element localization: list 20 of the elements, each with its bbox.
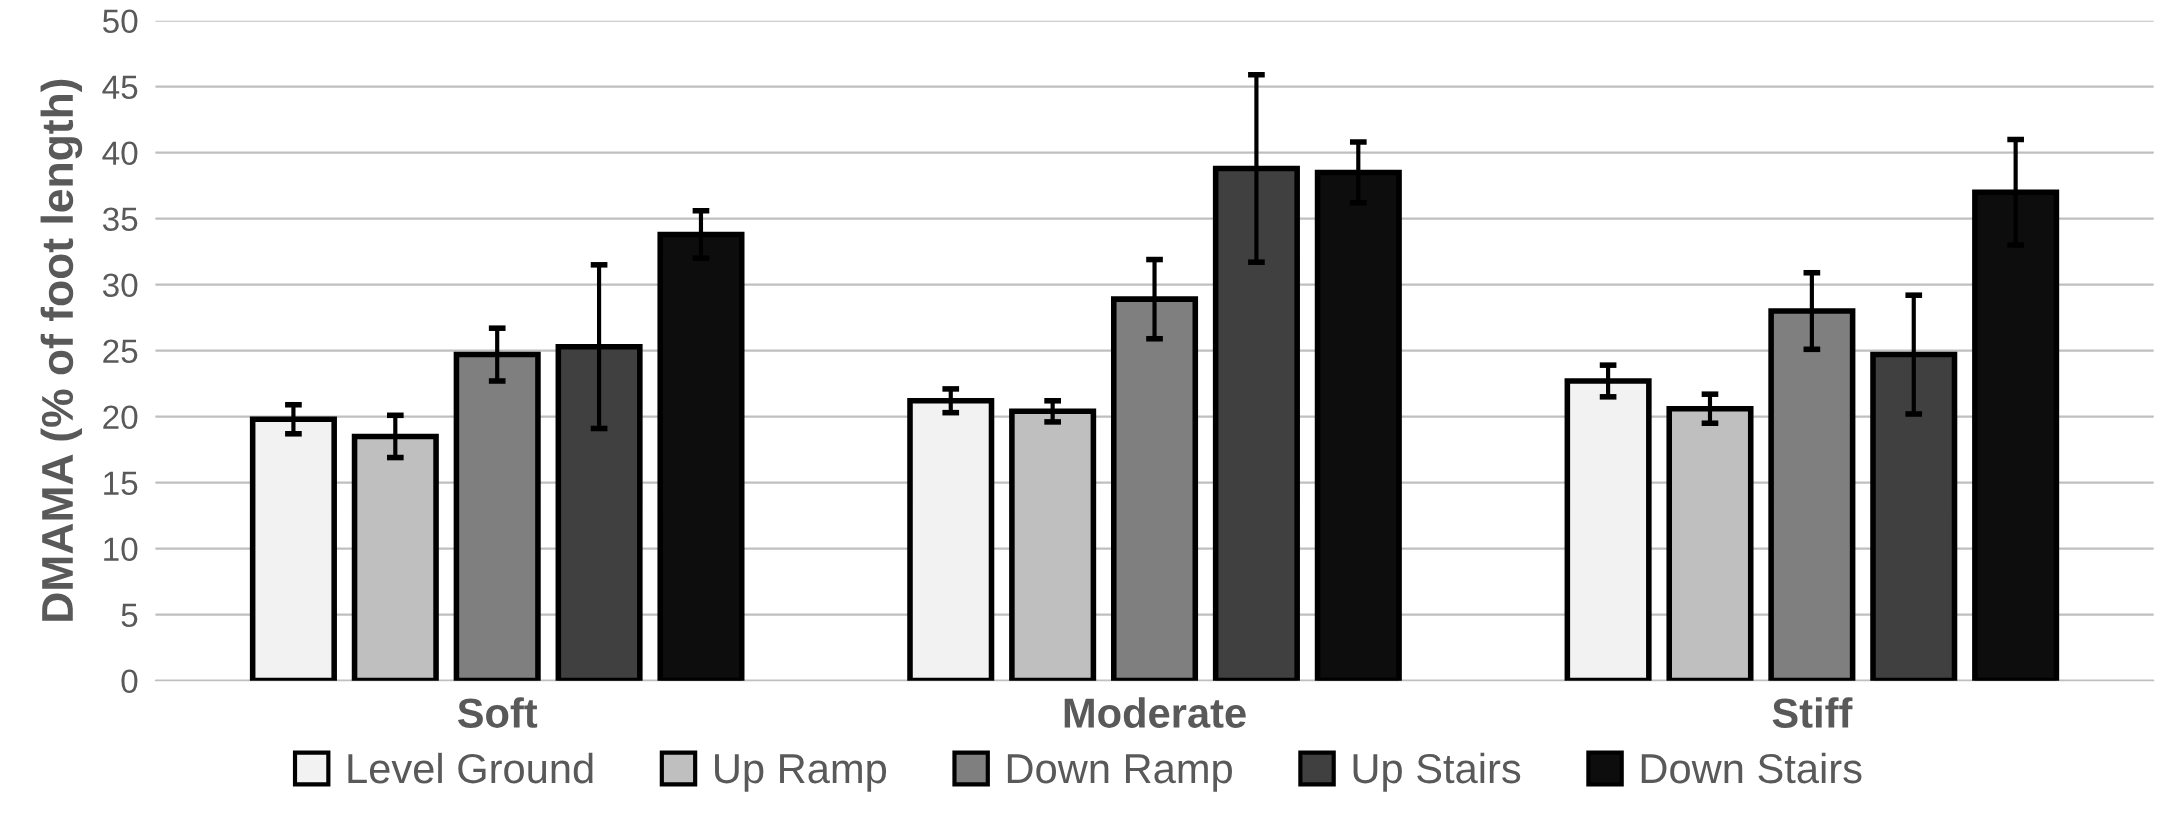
x-tick-label: Stiff bbox=[1772, 697, 1853, 728]
y-tick-label: 35 bbox=[102, 207, 138, 232]
x-tick-label: Moderate bbox=[1064, 697, 1246, 728]
y-tick-label: 40 bbox=[102, 141, 138, 166]
y-tick-label: 50 bbox=[102, 9, 138, 34]
y-tick-label: 5 bbox=[121, 603, 138, 628]
y-tick-label: 45 bbox=[102, 75, 138, 100]
legend-label: Level Ground bbox=[348, 752, 593, 784]
legend-label: Down Ramp bbox=[1007, 754, 1232, 792]
y-tick-label: 0 bbox=[121, 669, 138, 694]
legend-label: Up Ramp bbox=[715, 754, 887, 792]
y-tick-label: 10 bbox=[104, 537, 138, 562]
y-tick-label: 30 bbox=[102, 273, 138, 298]
legend-label: Up Stairs bbox=[1353, 752, 1521, 792]
y-tick-label: 25 bbox=[103, 339, 138, 364]
y-tick-label: 20 bbox=[103, 405, 138, 430]
x-tick-label: Soft bbox=[457, 697, 538, 728]
y-axis-title: DMAMA (% of foot length) bbox=[40, 79, 83, 621]
y-tick-label: 15 bbox=[104, 471, 138, 496]
legend-label: Down Stairs bbox=[1641, 752, 1862, 784]
